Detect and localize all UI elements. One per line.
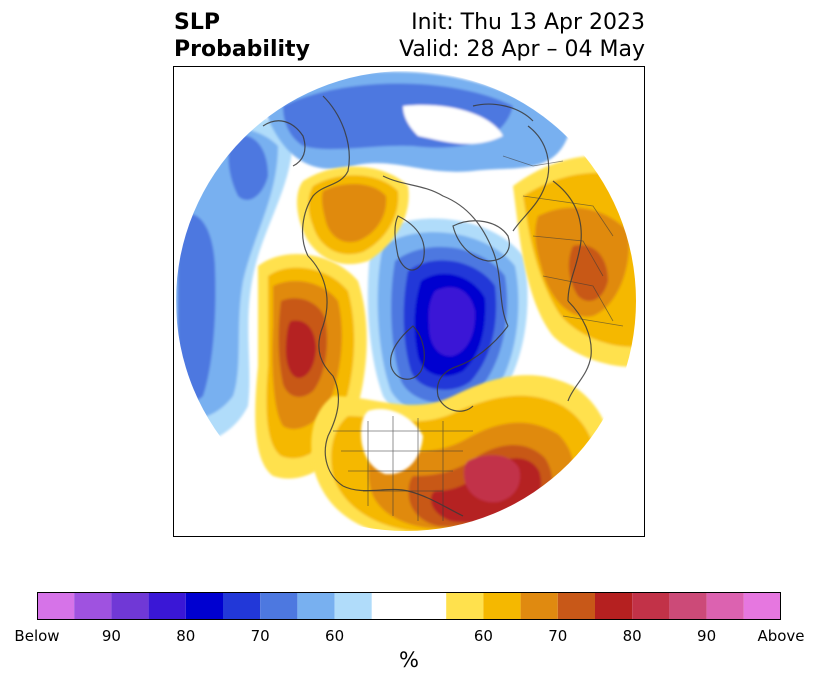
atlantic-above-region — [311, 375, 613, 531]
colorbar-tick-label: Below — [14, 627, 60, 645]
colorbar-segment — [260, 592, 298, 620]
arctic-center-below-region — [367, 218, 528, 426]
colorbar-segment — [669, 592, 707, 620]
colorbar-tick-label: 70 — [250, 627, 270, 645]
bering-above-region — [297, 166, 409, 265]
init-date: Init: Thu 13 Apr 2023 — [411, 10, 645, 35]
colorbar-tick-label: 60 — [473, 627, 493, 645]
pacific-below-region — [176, 114, 293, 446]
colorbar-segment — [334, 592, 372, 620]
colorbar-unit-label: % — [399, 648, 419, 672]
colorbar-segment — [557, 592, 595, 620]
arctic-top-below-region — [263, 71, 568, 172]
title-left: SLP Probability — [174, 9, 310, 63]
colorbar-border — [37, 592, 781, 620]
valid-range: Valid: 28 Apr – 04 May — [399, 37, 645, 62]
us-state-borders — [333, 416, 473, 521]
colorbar-tick-label: 60 — [325, 627, 345, 645]
colorbar-segment — [74, 592, 112, 620]
title-right: Init: Thu 13 Apr 2023 Valid: 28 Apr – 04… — [399, 9, 645, 63]
colorbar-tick-label: 70 — [548, 627, 568, 645]
product-title: Probability — [174, 37, 310, 62]
coastlines — [262, 95, 592, 517]
colorbar-segment — [520, 592, 558, 620]
polar-probability-map — [176, 71, 636, 531]
colorbar-segment — [37, 592, 75, 620]
colorbar-segment — [371, 592, 447, 620]
colorbar-tick-label: 90 — [697, 627, 717, 645]
variable-title: SLP — [174, 10, 220, 35]
colorbar-segment — [632, 592, 670, 620]
colorbar-segment — [446, 592, 484, 620]
colorbar-segment — [111, 592, 149, 620]
map-disk — [176, 71, 636, 531]
eurasia-above-region — [513, 155, 636, 367]
colorbar-segment — [185, 592, 223, 620]
colorbar — [37, 592, 781, 620]
central-us-neutral — [361, 408, 423, 475]
colorbar-tick-label: 80 — [622, 627, 642, 645]
colorbar-tick-label: 90 — [101, 627, 121, 645]
colorbar-segment — [148, 592, 186, 620]
colorbar-tick-label: 80 — [176, 627, 196, 645]
colorbar-segment — [743, 592, 781, 620]
colorbar-segment — [595, 592, 633, 620]
colorbar-segment — [483, 592, 521, 620]
colorbar-segment — [223, 592, 261, 620]
colorbar-segment — [706, 592, 744, 620]
colorbar-segment — [297, 592, 335, 620]
colorbar-tick-label: Above — [757, 627, 805, 645]
